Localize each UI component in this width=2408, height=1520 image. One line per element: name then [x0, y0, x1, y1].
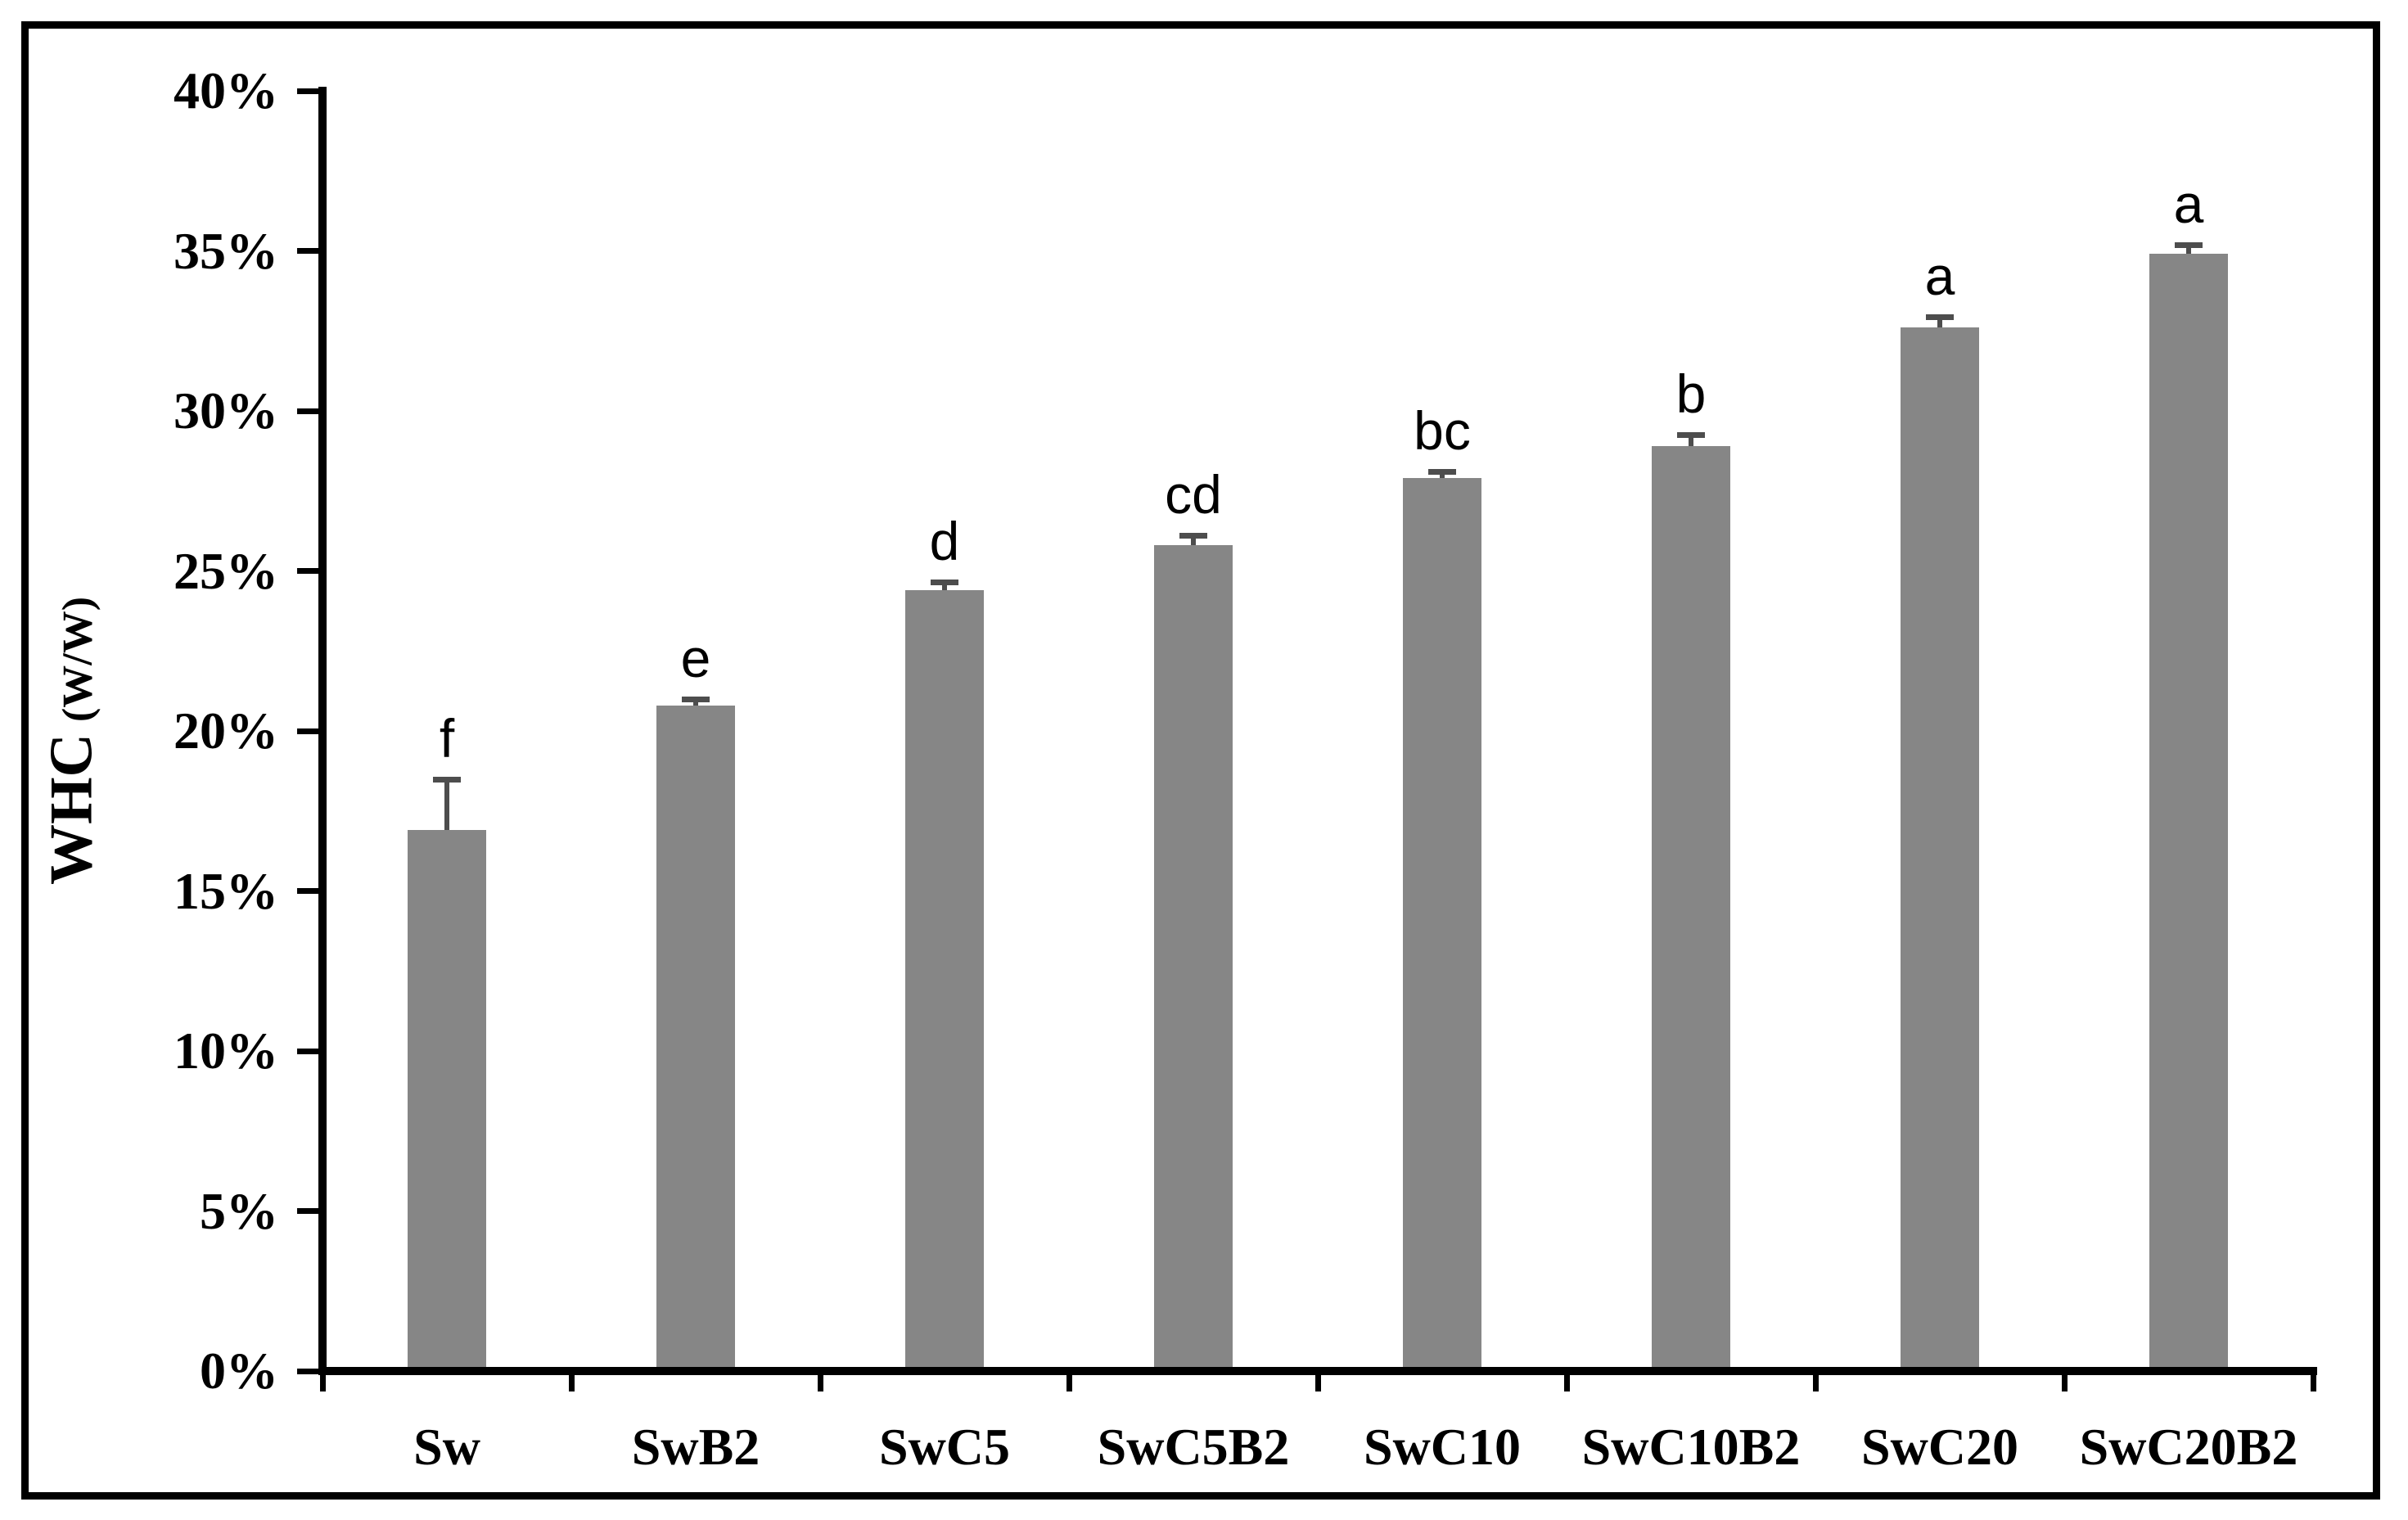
y-axis-line — [318, 87, 327, 1375]
error-bar-cap — [931, 580, 958, 586]
y-axis-title-main: WHC — [38, 733, 106, 886]
bar — [1154, 545, 1233, 1373]
x-axis-tick — [1314, 1371, 1321, 1391]
sig-letter: b — [1675, 363, 1707, 425]
bar — [905, 589, 984, 1373]
y-tick-label: 0% — [200, 1342, 278, 1400]
x-axis-tick — [568, 1371, 575, 1391]
y-tick-label: 35% — [174, 221, 278, 280]
y-axis-title: WHC (W/W) — [38, 597, 107, 885]
error-bar-whisker — [2186, 244, 2191, 255]
x-axis-tick — [1066, 1371, 1072, 1391]
error-bar-cap — [1677, 432, 1705, 439]
y-axis-tick — [297, 568, 322, 574]
bar — [1652, 446, 1730, 1373]
y-tick-label: 5% — [200, 1181, 278, 1240]
x-axis-tick — [1563, 1371, 1570, 1391]
x-category-label: SwB2 — [631, 1418, 760, 1476]
y-tick-label: 15% — [174, 861, 278, 920]
bar — [656, 705, 735, 1373]
sig-letter: f — [439, 707, 455, 769]
error-bar-cap — [1428, 469, 1456, 476]
y-axis-tick — [297, 1048, 322, 1054]
x-axis-tick — [319, 1371, 326, 1391]
x-category-label: SwC5B2 — [1097, 1418, 1290, 1476]
sig-letter: cd — [1165, 464, 1222, 525]
y-axis-tick — [297, 728, 322, 734]
sig-letter: a — [2173, 173, 2204, 234]
x-axis-tick — [2061, 1371, 2068, 1391]
y-axis-tick — [297, 1368, 322, 1374]
y-axis-tick — [297, 248, 322, 254]
error-bar-whisker — [444, 778, 449, 831]
error-bar-cap — [2175, 241, 2203, 248]
x-axis-tick — [1812, 1371, 1819, 1391]
x-axis-tick — [817, 1371, 823, 1391]
bar — [408, 830, 486, 1373]
bar — [1901, 327, 1979, 1373]
sig-letter: a — [1924, 245, 1955, 306]
x-category-label: Sw — [413, 1418, 480, 1476]
error-bar-whisker — [942, 582, 947, 590]
x-axis-line — [318, 1367, 2317, 1375]
y-tick-label: 10% — [174, 1022, 278, 1080]
y-axis-tick — [297, 1208, 322, 1214]
x-category-label: SwC5 — [878, 1418, 1011, 1476]
y-tick-label: 40% — [174, 61, 278, 120]
y-axis-tick — [297, 88, 322, 94]
error-bar-cap — [1179, 533, 1207, 539]
bar — [1403, 478, 1481, 1373]
bar — [2149, 254, 2228, 1373]
x-category-label: SwC20B2 — [2079, 1418, 2298, 1476]
error-bar-whisker — [1689, 435, 1693, 446]
sig-letter: bc — [1414, 400, 1471, 462]
error-bar-whisker — [1191, 535, 1196, 546]
x-category-label: SwC10B2 — [1581, 1418, 1801, 1476]
error-bar-cap — [433, 776, 461, 783]
x-axis-tick — [2310, 1371, 2316, 1391]
y-axis-tick — [297, 408, 322, 414]
y-axis-title-unit: (W/W) — [54, 596, 101, 723]
error-bar-cap — [1926, 313, 1954, 320]
error-bar-whisker — [1937, 316, 1942, 328]
x-category-label: SwC10 — [1363, 1418, 1522, 1476]
y-tick-label: 30% — [174, 381, 278, 440]
y-tick-label: 20% — [174, 701, 278, 760]
y-tick-label: 25% — [174, 541, 278, 600]
sig-letter: e — [680, 627, 711, 688]
y-axis-tick — [297, 888, 322, 894]
error-bar-cap — [682, 696, 710, 702]
sig-letter: d — [929, 511, 960, 572]
x-category-label: SwC20 — [1860, 1418, 2019, 1476]
